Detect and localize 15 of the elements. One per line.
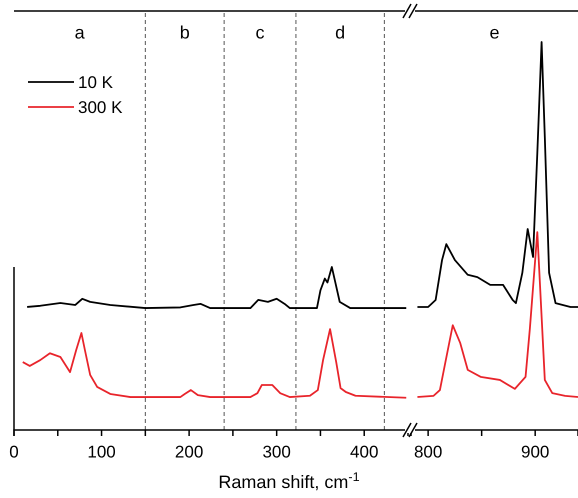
x-tick-label: 800: [414, 442, 442, 462]
x-tick-label: 100: [87, 442, 116, 462]
x-tick-label: 900: [520, 442, 550, 462]
x-tick-label: 300: [262, 442, 291, 462]
text: c: [256, 22, 265, 42]
annotation: e: [489, 22, 500, 42]
x-tick-label: 200: [174, 442, 204, 462]
x-tick-label: 400: [350, 442, 378, 462]
text: d: [335, 22, 346, 42]
text: a: [74, 22, 86, 42]
text: b: [180, 22, 190, 42]
legend-label: 10 K: [78, 72, 114, 92]
x-tick-label: 0: [9, 442, 19, 462]
x-axis-title: Raman shift, cm$^{-1}$: [218, 470, 360, 492]
legend-label: 300 K: [78, 98, 124, 117]
